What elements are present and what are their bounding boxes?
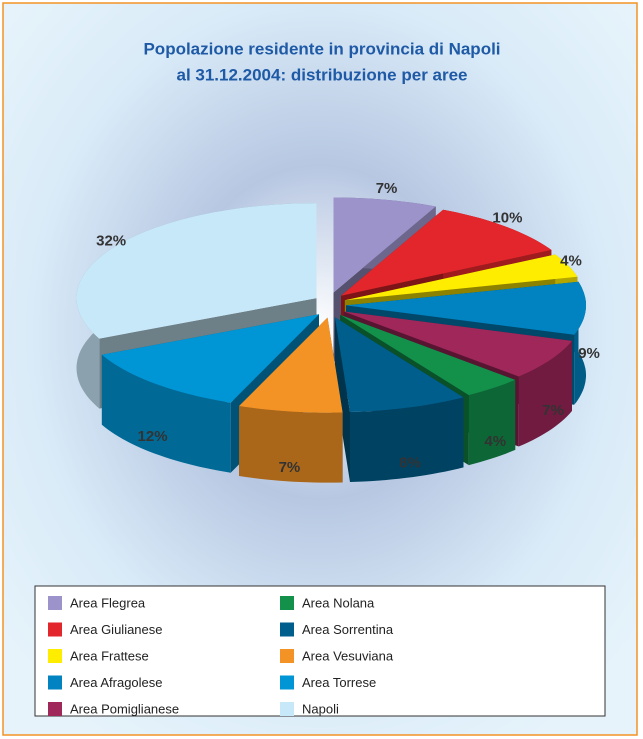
- legend-swatch: [280, 649, 294, 663]
- slice-wall: [334, 317, 350, 482]
- chart-title: al 31.12.2004: distribuzione per aree: [176, 65, 467, 84]
- legend-swatch: [48, 596, 62, 610]
- legend-label: Napoli: [302, 701, 339, 716]
- data-label: 10%: [492, 209, 522, 226]
- slice: [239, 317, 343, 483]
- legend-label: Area Giulianese: [70, 622, 163, 637]
- slice-side: [468, 379, 516, 466]
- legend-swatch: [48, 649, 62, 663]
- data-label: 7%: [542, 402, 564, 419]
- legend-label: Area Flegrea: [70, 595, 146, 610]
- legend-label: Area Frattese: [70, 648, 149, 663]
- data-label: 4%: [484, 433, 506, 450]
- slice-top: [344, 254, 578, 301]
- slice-top: [239, 317, 343, 413]
- data-label: 9%: [578, 345, 600, 362]
- data-label: 32%: [96, 232, 126, 249]
- legend-label: Area Nolana: [302, 595, 375, 610]
- legend-swatch: [48, 675, 62, 690]
- legend-label: Area Sorrentina: [302, 622, 394, 637]
- legend-label: Area Torrese: [302, 675, 376, 690]
- legend-label: Area Afragolese: [70, 675, 163, 690]
- slice-top: [334, 317, 464, 412]
- data-label: 12%: [138, 428, 168, 445]
- legend-label: Area Vesuviana: [302, 648, 394, 663]
- chart-title: Popolazione residente in provincia di Na…: [143, 39, 500, 58]
- data-label: 4%: [560, 252, 582, 269]
- slice: [334, 317, 464, 482]
- legend-swatch: [280, 596, 294, 610]
- slice-top: [76, 203, 317, 339]
- data-label: 8%: [399, 454, 421, 471]
- slice-side: [101, 354, 231, 473]
- legend-label: Area Pomiglianese: [70, 701, 179, 716]
- slice-side: [350, 397, 464, 482]
- slice-top: [340, 314, 516, 396]
- slice-side: [518, 340, 572, 447]
- slice-top: [346, 281, 586, 335]
- legend-box: [34, 585, 606, 717]
- legend-swatch: [280, 702, 294, 716]
- slice-side: [239, 406, 343, 483]
- slice-top: [101, 314, 320, 403]
- legend-swatch: [280, 622, 294, 637]
- slice-top: [343, 311, 572, 377]
- legend-swatch: [48, 622, 62, 637]
- slice-top: [341, 209, 552, 296]
- legend-swatch: [48, 702, 62, 716]
- slice-top: [333, 197, 436, 293]
- data-label: 7%: [279, 459, 301, 476]
- legend-swatch: [280, 675, 294, 690]
- data-label: 7%: [376, 180, 398, 197]
